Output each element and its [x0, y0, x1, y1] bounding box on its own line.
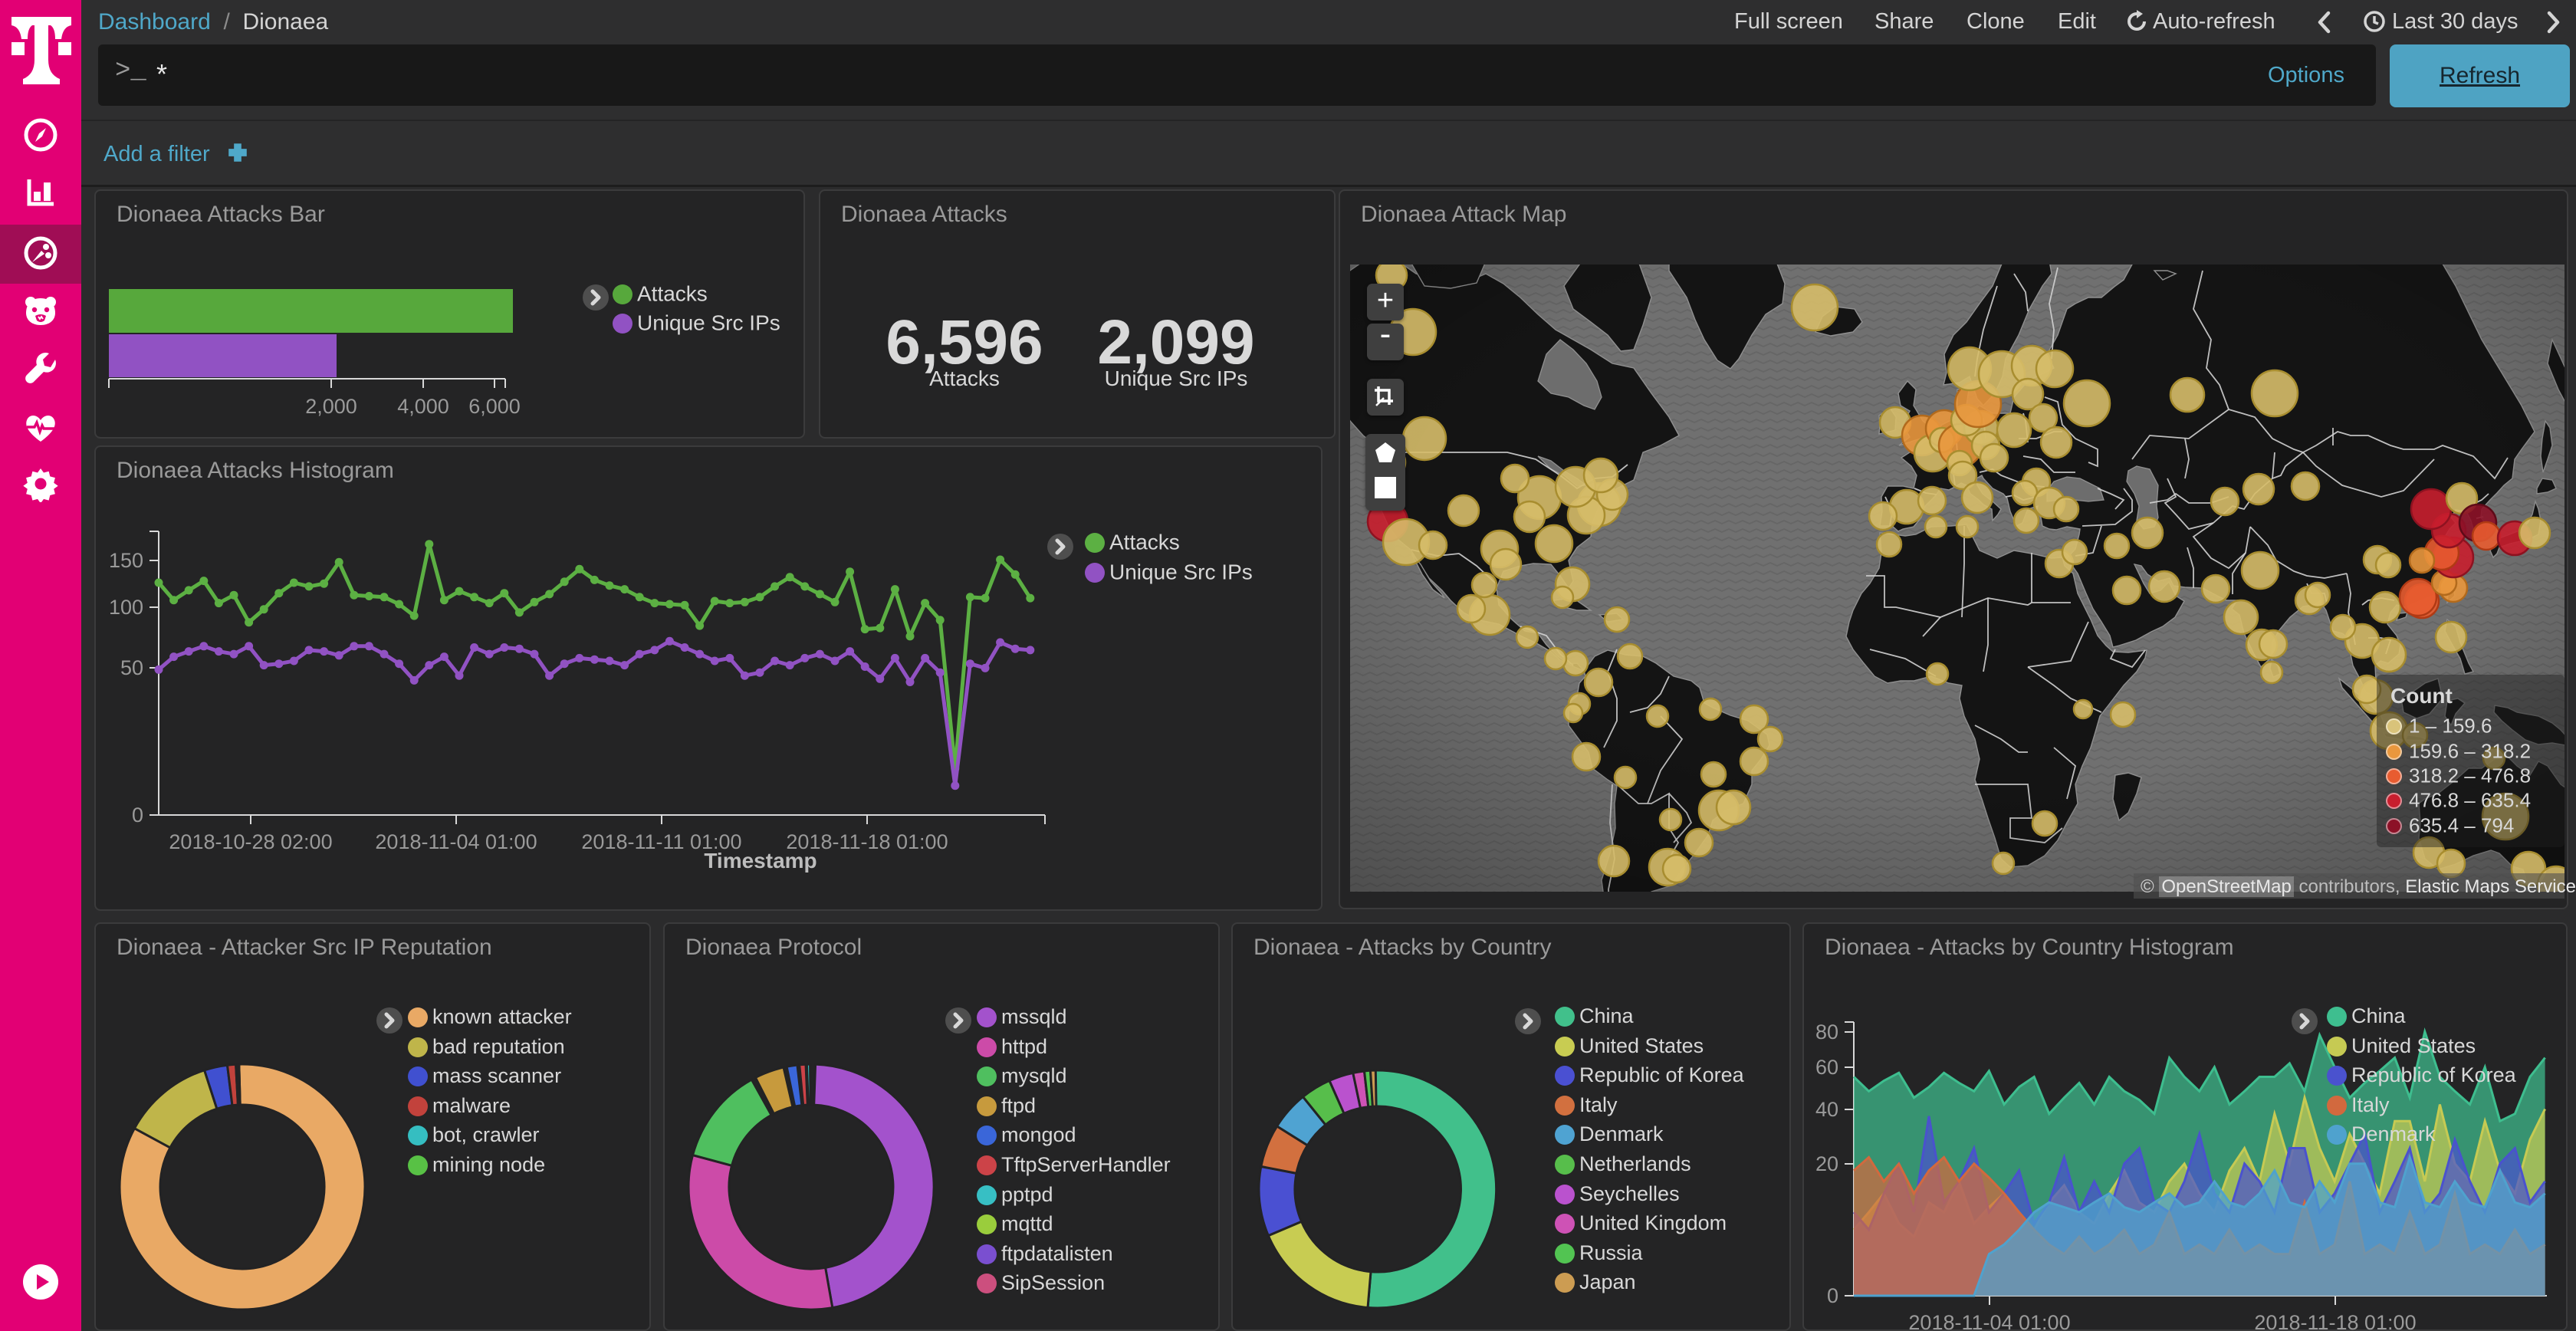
svg-text:100: 100 [109, 596, 143, 619]
svg-text:0: 0 [1827, 1284, 1838, 1307]
svg-text:80: 80 [1815, 1020, 1838, 1043]
svg-text:150: 150 [109, 549, 143, 572]
svg-text:2018-11-18 01:00: 2018-11-18 01:00 [2254, 1311, 2416, 1331]
svg-text:0: 0 [132, 804, 143, 827]
svg-text:4,000: 4,000 [397, 395, 449, 418]
svg-text:2018-11-04 01:00: 2018-11-04 01:00 [375, 830, 537, 853]
svg-text:50: 50 [120, 656, 143, 679]
svg-text:2018-11-18 01:00: 2018-11-18 01:00 [786, 830, 948, 853]
svg-text:60: 60 [1815, 1056, 1838, 1079]
svg-text:2018-11-04 01:00: 2018-11-04 01:00 [1908, 1311, 2070, 1331]
svg-text:2018-10-28 02:00: 2018-10-28 02:00 [169, 830, 332, 853]
svg-text:20: 20 [1815, 1152, 1838, 1175]
svg-text:6,000: 6,000 [468, 395, 521, 418]
svg-text:2,000: 2,000 [305, 395, 357, 418]
svg-text:2018-11-11 01:00: 2018-11-11 01:00 [581, 830, 741, 853]
svg-text:Timestamp: Timestamp [704, 849, 816, 873]
svg-text:40: 40 [1815, 1098, 1838, 1121]
